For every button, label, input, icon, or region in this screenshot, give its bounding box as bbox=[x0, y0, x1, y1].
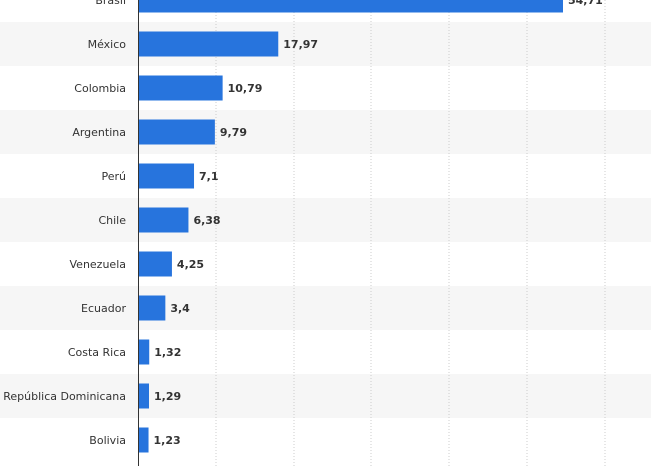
value-label: 17,97 bbox=[283, 38, 318, 51]
row-band bbox=[0, 286, 651, 330]
category-label: Colombia bbox=[74, 82, 126, 95]
bar[interactable] bbox=[139, 0, 563, 13]
row-band bbox=[0, 22, 651, 66]
bar[interactable] bbox=[139, 339, 150, 365]
bar[interactable] bbox=[139, 383, 149, 409]
value-label: 10,79 bbox=[228, 82, 263, 95]
category-label: Ecuador bbox=[81, 302, 126, 315]
bar[interactable] bbox=[139, 31, 279, 57]
category-label: Argentina bbox=[72, 126, 126, 139]
value-label: 1,29 bbox=[154, 390, 181, 403]
row-band bbox=[0, 110, 651, 154]
category-label: Chile bbox=[98, 214, 126, 227]
value-label: 7,1 bbox=[199, 170, 219, 183]
bar[interactable] bbox=[139, 119, 215, 145]
category-label: Costa Rica bbox=[68, 346, 126, 359]
value-label: 3,4 bbox=[170, 302, 190, 315]
bar[interactable] bbox=[139, 163, 195, 189]
value-label: 54,71 bbox=[568, 0, 603, 7]
category-label: Venezuela bbox=[70, 258, 127, 271]
value-label: 1,23 bbox=[154, 434, 181, 447]
row-bands bbox=[0, 22, 651, 418]
value-label: 9,79 bbox=[220, 126, 247, 139]
category-label: Brasil bbox=[95, 0, 126, 7]
bar[interactable] bbox=[139, 207, 189, 233]
bars bbox=[139, 0, 563, 453]
category-label: Perú bbox=[101, 170, 126, 183]
value-label: 4,25 bbox=[177, 258, 204, 271]
category-label: Bolivia bbox=[89, 434, 126, 447]
category-labels: Brasil México Colombia Argentina Perú Chile Ve… bbox=[3, 0, 126, 447]
value-label: 1,32 bbox=[154, 346, 181, 359]
row-band bbox=[0, 374, 651, 418]
bar[interactable] bbox=[139, 251, 172, 277]
bar[interactable] bbox=[139, 75, 223, 101]
value-labels: 54,71 17,97 10,79 9,79 7,1 6,38 4,25 3,4 1,32 1,2… bbox=[154, 0, 603, 447]
row-band bbox=[0, 198, 651, 242]
category-label: República Dominicana bbox=[3, 390, 126, 403]
value-label: 6,38 bbox=[193, 214, 220, 227]
bar[interactable] bbox=[139, 427, 149, 453]
category-label: México bbox=[88, 38, 127, 51]
bar[interactable] bbox=[139, 295, 166, 321]
